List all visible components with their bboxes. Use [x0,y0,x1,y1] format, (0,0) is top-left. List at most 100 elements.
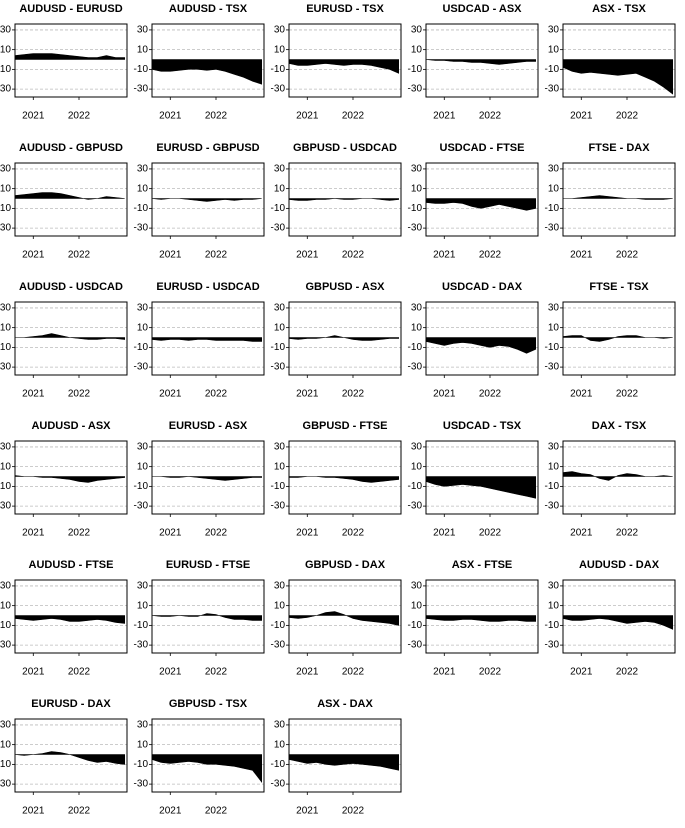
y-tick-label: 10 [137,44,149,55]
panel: ASX - DAX 30 10 -10 -30 2021 2022 [271,698,402,817]
panel-title: AUDUSD - FTSE [29,559,114,571]
area [152,476,263,481]
y-tick-label: -30 [545,223,560,234]
y-tick-label: 10 [274,600,286,611]
panel: EURUSD - TSX 30 10 -10 -30 2021 2022 [271,3,402,122]
y-tick-label: 30 [274,720,286,731]
plot-frame [562,23,676,98]
x-tick-label: 2022 [342,111,365,122]
y-tick-label: -10 [0,481,11,492]
y-tick-label: -30 [271,779,286,790]
panel-title: EURUSD - TSX [306,3,384,15]
y-tick-label: -10 [545,203,560,214]
y-tick-label: 30 [137,164,149,175]
panel: DAX - TSX 30 10 -10 -30 2021 2022 [545,420,676,539]
y-tick-label: 30 [137,25,149,36]
y-tick-label: 10 [137,322,149,333]
panel: ASX - FTSE 30 10 -10 -30 2021 2022 [408,559,539,678]
area [288,198,400,201]
y-tick-label: -30 [0,84,11,95]
x-tick-label: 2022 [342,528,365,539]
panel: USDCAD - DAX 30 10 -10 -30 2021 2022 [408,281,539,400]
y-tick-label: 30 [411,164,423,175]
panel: AUDUSD - GBPUSD 30 10 -10 -30 2021 2022 [0,142,128,261]
y-tick-label: 10 [548,461,560,472]
y-tick-label: 30 [548,25,560,36]
x-tick-label: 2022 [616,389,639,400]
panel-title: EURUSD - ASX [169,420,248,432]
panel-title: EURUSD - FTSE [166,559,250,571]
plot-frame [425,440,539,515]
panel-title: ASX - DAX [317,698,373,710]
x-tick-label: 2021 [159,250,182,261]
y-tick-label: -30 [0,501,11,512]
y-tick-label: 10 [0,600,11,611]
area [14,192,125,200]
x-tick-label: 2022 [205,250,228,261]
panel: USDCAD - TSX 30 10 -10 -30 2021 2022 [408,420,539,539]
y-tick-label: -10 [0,342,11,353]
x-tick-label: 2021 [296,528,319,539]
panel: ASX - TSX 30 10 -10 -30 2021 2022 [545,3,676,122]
plot-frame [14,718,128,793]
plot-frame [14,301,128,376]
y-tick-label: 10 [137,600,149,611]
panel: FTSE - DAX 30 10 -10 -30 2021 2022 [545,142,676,261]
y-tick-label: 30 [274,164,286,175]
area [562,615,674,630]
area [15,333,126,340]
plot-frame [288,718,402,793]
y-tick-label: 10 [411,44,423,55]
y-tick-label: -30 [545,640,560,651]
x-tick-label: 2021 [296,111,319,122]
panel: GBPUSD - TSX 30 10 -10 -30 2021 2022 [134,698,265,817]
x-tick-label: 2021 [22,111,45,122]
x-tick-label: 2021 [22,250,45,261]
plot-frame [562,440,676,515]
x-tick-label: 2021 [22,528,45,539]
y-tick-label: -30 [0,640,11,651]
y-tick-label: -10 [0,620,11,631]
x-tick-label: 2022 [616,250,639,261]
y-tick-label: 10 [274,322,286,333]
x-tick-label: 2022 [342,250,365,261]
y-tick-label: 30 [274,25,286,36]
x-tick-label: 2022 [479,111,502,122]
y-tick-label: 30 [411,25,423,36]
x-tick-label: 2021 [159,389,182,400]
panel: AUDUSD - DAX 30 10 -10 -30 2021 2022 [545,559,676,678]
plot-frame [14,162,128,237]
y-tick-label: -10 [271,481,286,492]
panel: FTSE - TSX 30 10 -10 -30 2021 2022 [545,281,676,400]
y-tick-label: -10 [408,481,423,492]
plot-frame [151,162,265,237]
plot-frame [288,579,402,654]
y-tick-label: -10 [545,620,560,631]
plot-frame [151,23,265,98]
y-tick-label: 10 [411,600,423,611]
y-tick-label: 30 [137,720,149,731]
y-tick-label: 10 [548,183,560,194]
panel: USDCAD - FTSE 30 10 -10 -30 2021 2022 [408,142,539,261]
y-tick-label: 30 [0,581,11,592]
plot-frame [14,579,128,654]
y-tick-label: -30 [408,501,423,512]
panel-title: AUDUSD - ASX [31,420,111,432]
x-tick-label: 2021 [159,111,182,122]
panel: AUDUSD - FTSE 30 10 -10 -30 2021 2022 [0,559,128,678]
y-tick-label: -10 [134,481,149,492]
plot-frame [151,301,265,376]
y-tick-label: -10 [271,759,286,770]
y-tick-label: -10 [271,620,286,631]
panel: EURUSD - GBPUSD 30 10 -10 -30 2021 2022 [134,142,265,261]
panel-title: FTSE - TSX [589,281,649,293]
y-tick-label: 30 [274,442,286,453]
panel: EURUSD - FTSE 30 10 -10 -30 2021 2022 [134,559,265,678]
x-tick-label: 2022 [68,250,91,261]
y-tick-label: 10 [137,183,149,194]
y-tick-label: -10 [271,203,286,214]
y-tick-label: -30 [408,223,423,234]
panel-title: USDCAD - FTSE [440,142,525,154]
panel: AUDUSD - TSX 30 10 -10 -30 2021 2022 [134,3,265,122]
